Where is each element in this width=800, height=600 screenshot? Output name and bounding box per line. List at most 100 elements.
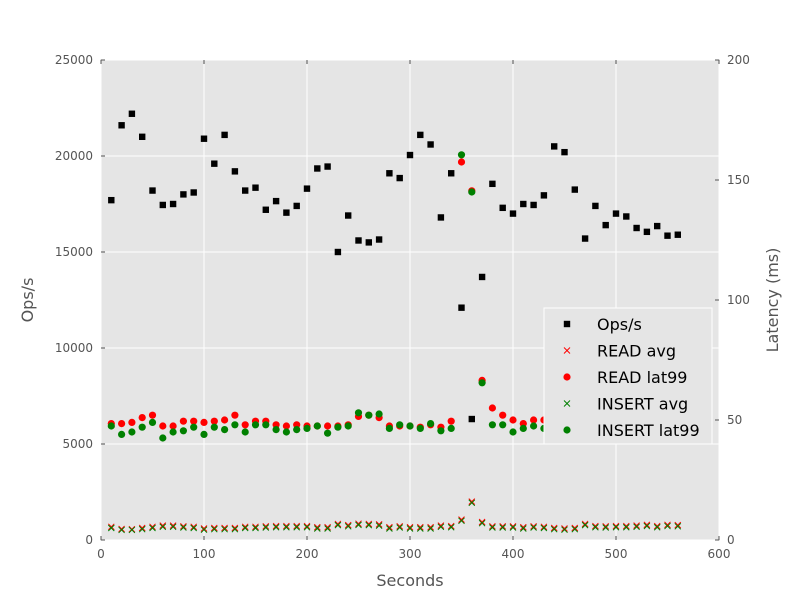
ops-s-point (551, 143, 558, 150)
insert-avg-point (334, 521, 342, 529)
insert-avg-point (169, 523, 177, 531)
insert-avg-point (664, 522, 671, 530)
read-lat99-point (241, 421, 249, 429)
insert-avg-point (458, 517, 465, 525)
x-tick-label: 100 (193, 547, 216, 561)
insert-avg-point (107, 524, 115, 532)
x-tick-label: 600 (708, 547, 731, 561)
insert-avg-point (489, 524, 496, 531)
read-avg-point (447, 522, 455, 530)
insert-avg-point (283, 523, 290, 531)
x-tick-label: 400 (502, 547, 525, 561)
ops-s-point (478, 273, 486, 281)
x-tick-label: 500 (605, 547, 628, 561)
read-avg-point (561, 525, 568, 532)
insert-avg-point (571, 525, 579, 533)
read-avg-point (581, 520, 589, 528)
ops-s-point (530, 201, 537, 209)
insert-avg-point (406, 525, 414, 532)
insert-avg-point (478, 519, 486, 527)
insert-lat99-point (221, 426, 229, 434)
read-avg-point (221, 524, 228, 532)
insert-avg-point (149, 524, 156, 532)
read-avg-point (159, 522, 167, 529)
read-avg-point (540, 523, 548, 531)
read-avg-point (169, 522, 177, 529)
read-lat99-point (169, 422, 177, 430)
x-tick-label: 0 (97, 547, 105, 561)
insert-avg-point (612, 523, 620, 531)
ops-s-point (427, 141, 434, 148)
ops-s-point (221, 131, 228, 139)
insert-lat99-point (478, 379, 486, 387)
ops-s-point (149, 187, 156, 194)
insert-avg-point (324, 525, 331, 532)
insert-avg-point (633, 523, 640, 531)
ops-s-point (283, 209, 290, 216)
ops-s-point (200, 135, 208, 142)
ops-s-point (612, 210, 620, 217)
legend-marker-insert-avg (563, 400, 571, 407)
read-avg-point (344, 521, 352, 529)
insert-avg-point (622, 523, 630, 531)
legend-label-read-lat99: READ lat99 (597, 368, 687, 387)
read-avg-point (499, 522, 507, 530)
axis-ticks: 0 100 200 300 400 500 600050001000015000200002… (55, 53, 750, 561)
read-avg-point (334, 520, 342, 528)
insert-avg-point (221, 525, 228, 533)
insert-lat99-point (437, 427, 445, 435)
insert-lat99-point (313, 422, 321, 430)
read-avg-point (478, 518, 486, 526)
ops-s-point (448, 170, 455, 177)
read-avg-point (550, 524, 558, 532)
ops-s-point (324, 163, 331, 170)
insert-lat99-point (396, 421, 404, 429)
ops-s-point (489, 180, 496, 188)
read-avg-point (190, 523, 198, 531)
insert-lat99-point (107, 422, 115, 430)
ops-s-point (345, 212, 352, 219)
insert-lat99-point (118, 430, 126, 438)
insert-avg-point (396, 524, 404, 531)
insert-lat99-point (344, 422, 352, 430)
read-avg-point (427, 523, 434, 531)
read-avg-point (437, 522, 445, 529)
read-avg-point (365, 520, 373, 528)
insert-avg-point (581, 521, 589, 529)
ops-s-point (509, 210, 517, 217)
read-lat99-point (282, 422, 290, 430)
y2-tick-label: 50 (727, 413, 742, 427)
read-lat99-point (231, 411, 239, 419)
ops-s-point (231, 168, 239, 175)
read-avg-point (252, 523, 259, 531)
legend-label-insert-lat99: INSERT lat99 (597, 421, 700, 440)
read-avg-point (355, 520, 362, 528)
insert-avg-point (375, 522, 383, 529)
insert-lat99-point (530, 422, 538, 430)
ops-s-point (169, 200, 177, 208)
insert-lat99-point (385, 424, 393, 432)
x-axis-label: Seconds (376, 571, 443, 590)
insert-avg-point (200, 526, 208, 534)
read-avg-point (149, 523, 156, 531)
legend-marker-ops-s (563, 320, 571, 328)
read-avg-point (293, 522, 301, 530)
insert-lat99-point (293, 426, 301, 434)
insert-avg-point (530, 524, 537, 531)
ops-s-point (654, 222, 661, 230)
insert-lat99-point (241, 428, 249, 436)
ops-s-point (365, 239, 372, 246)
ops-s-point (540, 192, 548, 199)
insert-lat99-point (231, 421, 239, 429)
insert-lat99-point (324, 429, 332, 437)
insert-lat99-point (282, 428, 290, 436)
insert-lat99-point (251, 421, 260, 429)
read-avg-point (519, 523, 527, 531)
read-avg-point (107, 523, 115, 531)
insert-avg-point (602, 524, 610, 531)
y-tick-label: 10000 (55, 341, 93, 355)
read-avg-point (313, 523, 321, 531)
read-avg-point (489, 522, 496, 530)
read-avg-point (283, 522, 290, 530)
